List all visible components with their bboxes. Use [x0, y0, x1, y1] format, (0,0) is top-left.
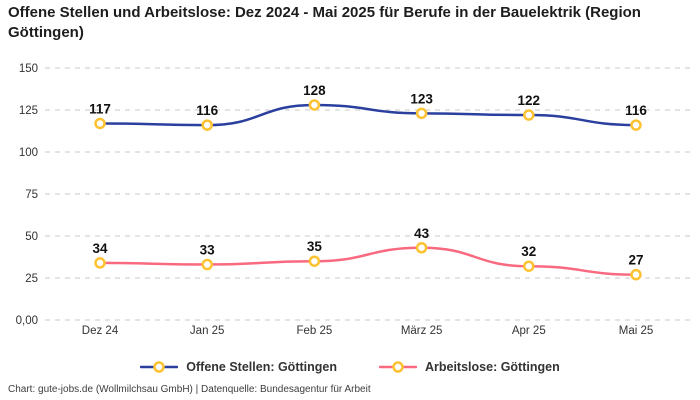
- data-point-label: 116: [625, 103, 647, 118]
- chart-title: Offene Stellen und Arbeitslose: Dez 2024…: [8, 4, 641, 41]
- data-point-marker: [415, 107, 428, 120]
- legend-item-1: Arbeitslose: Göttingen: [378, 360, 560, 374]
- data-point-label: 35: [307, 239, 323, 254]
- chart-credit: Chart: gute-jobs.de (Wollmilchsau GmbH) …: [8, 384, 371, 395]
- series-line-1: [98, 246, 638, 276]
- data-point-label: 123: [410, 91, 433, 106]
- data-point-label: 34: [92, 241, 108, 256]
- data-point-marker: [523, 260, 535, 272]
- series-line-0: [98, 103, 638, 127]
- legend-item-0: Offene Stellen: Göttingen: [140, 360, 337, 374]
- chart-legend: Offene Stellen: Göttingen Arbeitslose: Gö…: [0, 360, 700, 374]
- y-axis-tick-label: 125: [19, 105, 38, 117]
- data-point-label: 43: [414, 226, 430, 241]
- x-axis-tick-label: Jan 25: [190, 325, 225, 337]
- data-point-label: 117: [89, 101, 111, 116]
- data-point-label: 122: [518, 93, 541, 108]
- line-chart: 150 125 100 75 50 25 0,00 Dez 24 Jan 25 Feb 25 Mär…: [16, 63, 692, 337]
- data-point-marker: [630, 268, 642, 281]
- y-axis-tick-label: 100: [19, 147, 38, 159]
- y-axis-tick-label: 0,00: [16, 315, 38, 327]
- x-axis-tick-label: Dez 24: [82, 325, 119, 337]
- data-point-marker: [308, 255, 321, 267]
- legend-label: Arbeitslose: Göttingen: [424, 360, 560, 374]
- data-point-label: 27: [628, 253, 643, 268]
- x-axis-tick-label: März 25: [401, 325, 443, 337]
- legend-marker-icon: [378, 361, 417, 373]
- data-point-marker: [415, 242, 428, 254]
- x-axis-tick-label: Apr 25: [512, 325, 546, 337]
- x-axis-tick-label: Feb 25: [296, 325, 332, 337]
- data-point-marker: [308, 99, 321, 111]
- data-point-marker: [201, 258, 213, 271]
- data-point-label: 32: [521, 244, 536, 259]
- data-point-marker: [630, 119, 642, 131]
- data-point-marker: [94, 257, 106, 269]
- legend-label: Offene Stellen: Göttingen: [186, 360, 337, 374]
- y-axis-tick-label: 150: [19, 63, 38, 75]
- data-point-marker: [201, 119, 213, 131]
- data-point-label: 116: [196, 103, 218, 118]
- data-point-label: 33: [200, 243, 216, 258]
- y-axis-tick-label: 50: [25, 231, 38, 243]
- y-axis-tick-label: 25: [25, 273, 38, 285]
- data-point-label: 128: [303, 83, 326, 98]
- data-point-marker: [94, 117, 106, 130]
- y-axis-tick-label: 75: [25, 189, 38, 201]
- x-axis-tick-label: Mai 25: [619, 325, 654, 337]
- legend-marker-icon: [140, 361, 179, 373]
- data-point-marker: [523, 109, 535, 121]
